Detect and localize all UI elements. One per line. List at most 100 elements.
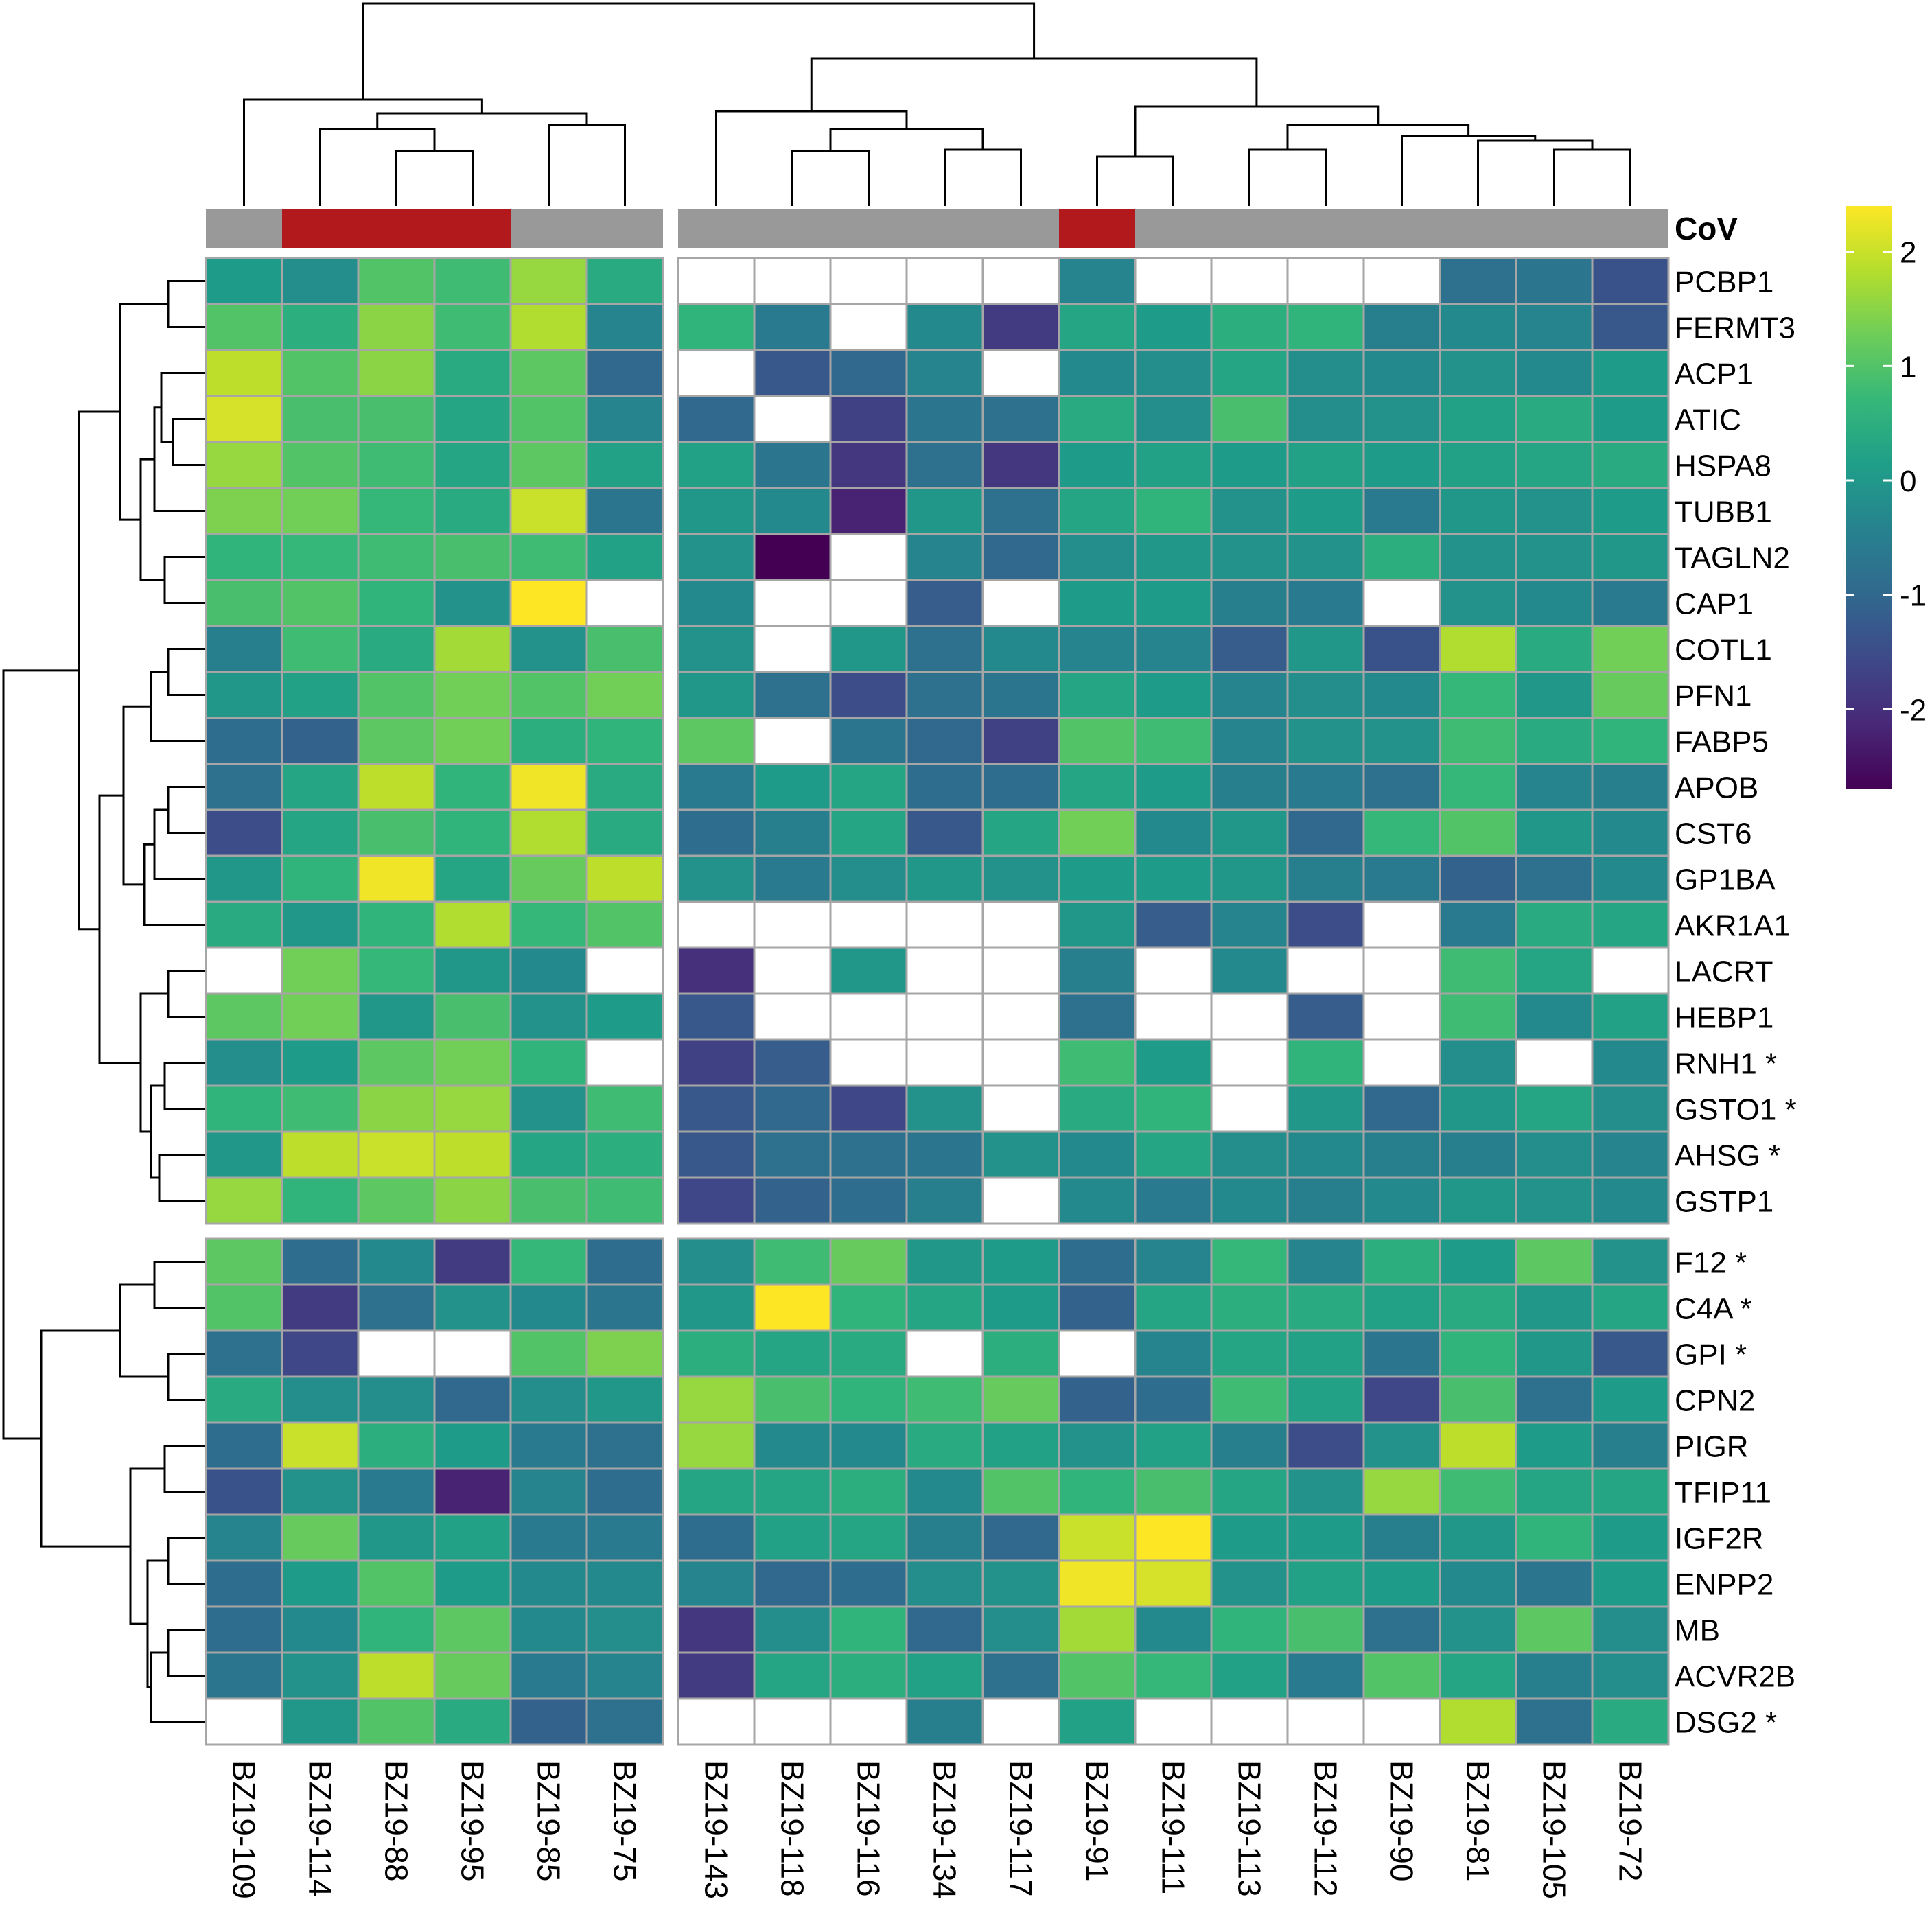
heatmap-cell <box>1058 992 1137 1041</box>
heatmap-cell <box>1515 1176 1594 1225</box>
heatmap-cell <box>1210 1467 1289 1516</box>
heatmap-cell <box>1210 717 1289 765</box>
row-label: COTL1 <box>1675 633 1772 667</box>
heatmap-cell <box>1362 808 1441 857</box>
heatmap-cell <box>1134 395 1213 443</box>
heatmap-cell <box>1286 1038 1365 1087</box>
heatmap-cell <box>1362 1176 1441 1225</box>
heatmap-cell <box>205 717 283 765</box>
heatmap-cell <box>1286 1329 1365 1378</box>
heatmap-cell <box>905 441 984 489</box>
heatmap-cell <box>357 533 436 581</box>
heatmap-cell <box>585 303 664 351</box>
heatmap-cell <box>1210 1651 1289 1700</box>
heatmap-cell <box>753 1038 832 1087</box>
heatmap-cell <box>1286 1084 1365 1133</box>
heatmap-cell <box>1362 257 1441 305</box>
heatmap-cell <box>1286 808 1365 857</box>
heatmap-cell <box>509 1651 588 1700</box>
heatmap-cell <box>509 303 588 351</box>
heatmap-cell <box>981 992 1060 1041</box>
heatmap-cell <box>1515 854 1594 903</box>
heatmap-cell <box>1210 1697 1289 1746</box>
heatmap-cell <box>1439 1176 1517 1225</box>
heatmap-cell <box>509 1084 588 1133</box>
heatmap-cell <box>981 1283 1060 1332</box>
heatmap-cell <box>1439 808 1517 857</box>
heatmap-cell <box>1591 1513 1670 1562</box>
heatmap-cell <box>1362 533 1441 581</box>
column-label: BZ19-109 <box>226 1760 262 1899</box>
heatmap-cell <box>753 1130 832 1179</box>
heatmap-cell <box>1286 992 1365 1041</box>
dendrogram-link <box>172 418 206 466</box>
heatmap-cell <box>1515 1421 1594 1470</box>
color-legend-bar <box>1846 206 1892 789</box>
heatmap-cell <box>509 808 588 857</box>
heatmap-cell <box>1515 1375 1594 1424</box>
heatmap-cell <box>981 1329 1060 1378</box>
heatmap-cell <box>357 487 436 535</box>
heatmap-cell <box>1210 1329 1289 1378</box>
heatmap-cell <box>433 854 512 903</box>
dendrogram-link <box>2 669 79 1440</box>
heatmap-cell <box>981 487 1060 535</box>
heatmap-cell <box>1591 1467 1670 1516</box>
heatmap-cell <box>205 1375 283 1424</box>
heatmap-cell <box>905 992 984 1041</box>
heatmap-cell <box>981 1130 1060 1179</box>
heatmap-cell <box>357 1130 436 1179</box>
heatmap-cell <box>1058 257 1137 305</box>
heatmap-cell <box>205 1467 283 1516</box>
dendrogram-link <box>150 1651 206 1723</box>
heatmap-cell <box>981 579 1060 627</box>
heatmap-cell <box>205 1559 283 1608</box>
heatmap-cell <box>433 1038 512 1087</box>
heatmap-cell <box>1439 487 1517 535</box>
heatmap-cell <box>357 808 436 857</box>
heatmap-cell <box>677 900 756 949</box>
heatmap-cell <box>981 1559 1060 1608</box>
heatmap-cell <box>677 1176 756 1225</box>
heatmap-cell <box>509 1176 588 1225</box>
heatmap-cell <box>1591 349 1670 397</box>
heatmap-cell <box>753 946 832 995</box>
heatmap-cell <box>357 671 436 719</box>
heatmap-cell <box>905 579 984 627</box>
heatmap-cell <box>357 441 436 489</box>
heatmap-cell <box>905 808 984 857</box>
heatmap-cell <box>1515 1237 1594 1286</box>
heatmap-cell <box>509 395 588 443</box>
column-label: BZ19-134 <box>927 1760 963 1899</box>
heatmap-cell <box>1210 1283 1289 1332</box>
heatmap-cell <box>1362 1329 1441 1378</box>
row-dendrogram <box>2 280 206 1723</box>
row-label: GP1BA <box>1675 863 1776 897</box>
heatmap-cell <box>1286 1697 1365 1746</box>
column-dendrogram <box>243 2 1631 206</box>
heatmap-cell <box>1439 1559 1517 1608</box>
heatmap-cell <box>433 1084 512 1133</box>
heatmap-cell <box>433 1421 512 1470</box>
dendrogram-link <box>395 150 474 206</box>
heatmap-cell <box>1439 1697 1517 1746</box>
heatmap-cell <box>1362 671 1441 719</box>
heatmap-cell <box>829 303 908 351</box>
heatmap-cell <box>981 1421 1060 1470</box>
heatmap-cell <box>357 1697 436 1746</box>
heatmap-cell <box>1515 533 1594 581</box>
heatmap-cell <box>205 1237 283 1286</box>
heatmap-cell <box>1439 946 1517 995</box>
heatmap-cell <box>1286 1651 1365 1700</box>
heatmap-cell <box>205 1038 283 1087</box>
heatmap-cell <box>585 1130 664 1179</box>
heatmap-cell <box>433 395 512 443</box>
heatmap-cell <box>1134 1421 1213 1470</box>
heatmap-cell <box>753 1283 832 1332</box>
heatmap-cell <box>509 671 588 719</box>
heatmap-cell <box>905 671 984 719</box>
heatmap-cell <box>1515 349 1594 397</box>
dendrogram-link <box>810 57 1258 111</box>
legend-tick-label: 2 <box>1900 236 1916 270</box>
heatmap-cell <box>905 1421 984 1470</box>
